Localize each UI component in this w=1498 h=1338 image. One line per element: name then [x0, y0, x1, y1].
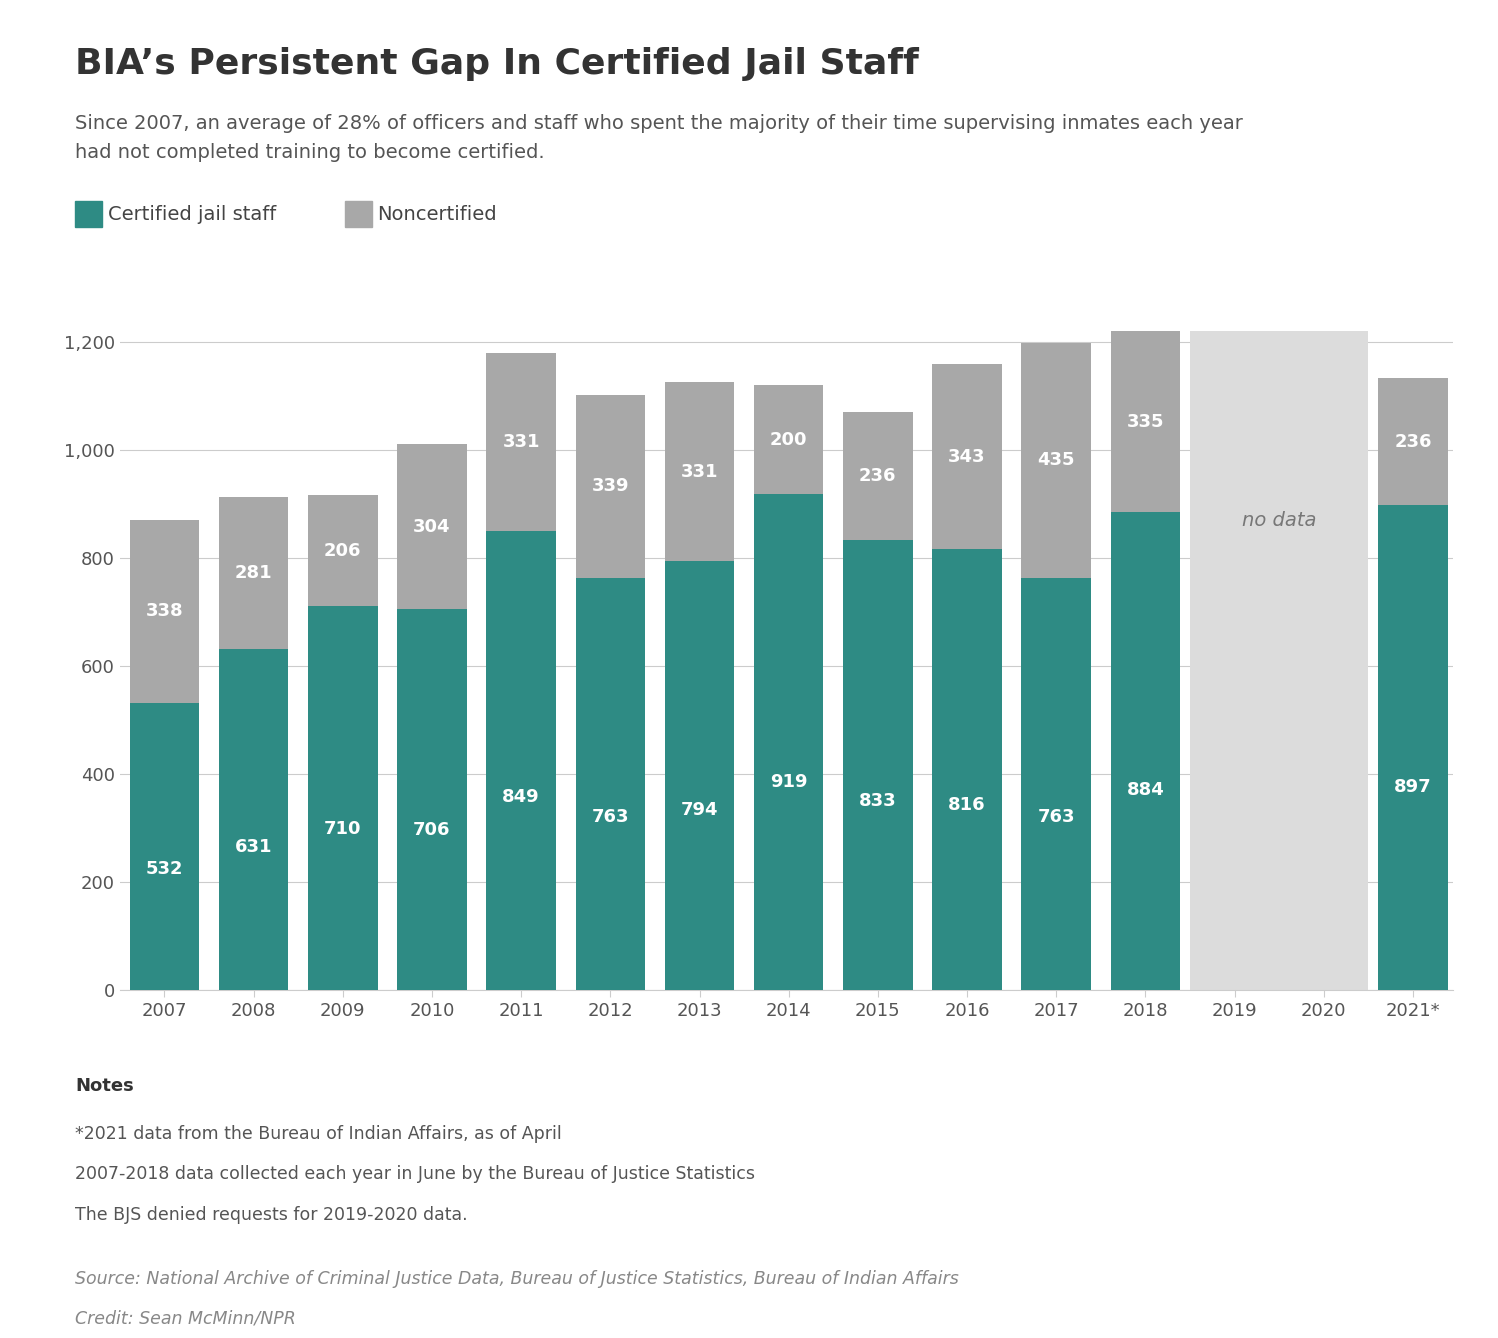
Bar — [843, 541, 912, 990]
Bar — [487, 352, 556, 531]
Text: 631: 631 — [235, 838, 273, 856]
Text: 335: 335 — [1126, 413, 1164, 431]
Bar — [1022, 578, 1091, 990]
Bar — [932, 549, 1002, 990]
Bar — [665, 561, 734, 990]
Text: 884: 884 — [1126, 780, 1164, 799]
Bar — [309, 606, 377, 990]
Text: 200: 200 — [770, 431, 807, 448]
Bar — [1110, 512, 1180, 990]
Text: Certified jail staff: Certified jail staff — [108, 205, 276, 223]
Bar — [397, 444, 467, 609]
Text: 710: 710 — [324, 820, 361, 838]
Text: 331: 331 — [502, 434, 539, 451]
Bar — [575, 578, 646, 990]
Text: The BJS denied requests for 2019-2020 data.: The BJS denied requests for 2019-2020 da… — [75, 1206, 467, 1223]
Bar — [130, 702, 199, 990]
Bar — [1378, 377, 1447, 506]
Text: Source: National Archive of Criminal Justice Data, Bureau of Justice Statistics,: Source: National Archive of Criminal Jus… — [75, 1270, 959, 1287]
Bar — [1110, 332, 1180, 512]
Text: 706: 706 — [413, 822, 451, 839]
Text: 816: 816 — [948, 796, 986, 814]
Bar — [1022, 343, 1091, 578]
Text: 833: 833 — [858, 792, 897, 809]
Bar — [1189, 330, 1368, 990]
Bar — [843, 412, 912, 541]
Text: 435: 435 — [1038, 451, 1076, 470]
Text: BIA’s Persistent Gap In Certified Jail Staff: BIA’s Persistent Gap In Certified Jail S… — [75, 47, 918, 80]
Text: 897: 897 — [1395, 777, 1432, 796]
Text: *2021 data from the Bureau of Indian Affairs, as of April: *2021 data from the Bureau of Indian Aff… — [75, 1125, 562, 1143]
Text: 763: 763 — [592, 808, 629, 826]
Text: no data: no data — [1242, 511, 1317, 530]
Bar — [665, 383, 734, 561]
Bar — [1378, 506, 1447, 990]
Text: 763: 763 — [1038, 808, 1076, 826]
Text: 343: 343 — [948, 447, 986, 466]
Text: Noncertified: Noncertified — [377, 205, 497, 223]
Text: 2007-2018 data collected each year in June by the Bureau of Justice Statistics: 2007-2018 data collected each year in Ju… — [75, 1165, 755, 1183]
Text: 849: 849 — [502, 788, 539, 807]
Text: 304: 304 — [413, 518, 451, 535]
Text: 794: 794 — [680, 801, 718, 819]
Text: 338: 338 — [145, 602, 183, 621]
Bar — [487, 531, 556, 990]
Text: 339: 339 — [592, 478, 629, 495]
Bar — [753, 494, 824, 990]
Bar — [932, 364, 1002, 549]
Text: Since 2007, an average of 28% of officers and staff who spent the majority of th: Since 2007, an average of 28% of officer… — [75, 114, 1243, 162]
Text: 919: 919 — [770, 772, 807, 791]
Bar — [309, 495, 377, 606]
Text: 236: 236 — [1395, 432, 1432, 451]
Bar — [753, 385, 824, 494]
Text: 206: 206 — [324, 542, 361, 559]
Text: 281: 281 — [235, 565, 273, 582]
Text: 532: 532 — [145, 860, 183, 878]
Text: Credit: Sean McMinn/NPR: Credit: Sean McMinn/NPR — [75, 1310, 295, 1327]
Text: 236: 236 — [860, 467, 897, 486]
Text: 331: 331 — [680, 463, 718, 480]
Text: Notes: Notes — [75, 1077, 133, 1094]
Bar — [575, 395, 646, 578]
Bar — [219, 498, 289, 649]
Bar — [130, 520, 199, 702]
Bar — [219, 649, 289, 990]
Bar — [397, 609, 467, 990]
